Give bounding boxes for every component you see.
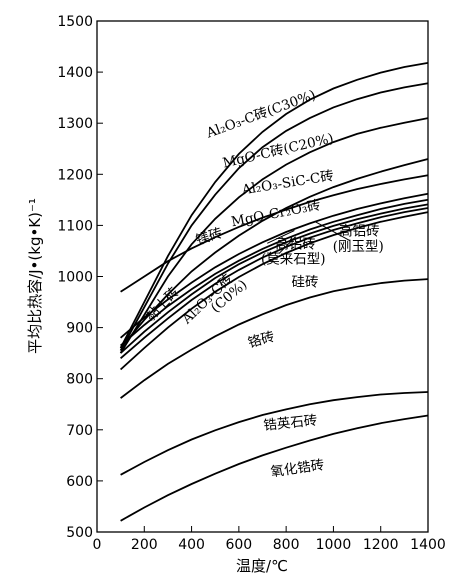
x-tick-label: 1200 [363,537,399,553]
series-line-12 [120,414,429,522]
series-label-7: 高铝砖 [275,235,316,252]
series-label-2: Al₂O₃-SiC-C砖 [240,168,335,198]
y-tick-label: 1000 [57,270,93,286]
series-line-11 [120,391,429,476]
series-line-5 [120,192,429,339]
y-tick-label: 1500 [57,14,93,30]
series-line-6 [120,198,429,347]
series-line-7 [119,203,429,354]
series-label-14: 锆英石砖 [263,411,318,434]
series-line-4 [120,174,429,293]
y-tick-label: 900 [66,321,93,337]
series-label-11: 硅砖 [292,275,319,291]
y-tick-label: 700 [66,423,93,439]
x-axis-title: 温度/℃ [236,557,288,575]
series-line-9 [119,211,429,371]
series-line-0 [119,62,429,349]
series-curves [119,62,429,522]
y-tick-label: 500 [66,525,93,541]
leader-lines [267,220,351,254]
leader-line-2 [267,230,295,244]
series-label-5: 高铝砖 [339,223,380,240]
y-axis-title: 平均比热容/J•(kg•K)⁻¹ [26,198,44,354]
y-tick-label: 1100 [57,218,93,234]
y-tick-label: 800 [66,372,93,388]
series-label-4: 镁砖 [194,225,225,249]
x-tick-label: 400 [178,537,205,553]
x-tick-label: 600 [225,537,252,553]
series-label-3: MgO-Cr₂O₃砖 [230,197,322,230]
series-label-6: (刚玉型) [333,239,384,255]
series-label-15: 氧化锆砖 [270,457,326,480]
x-tick-label: 1000 [316,537,352,553]
series-line-2 [119,117,429,354]
axis-ticks: 0 200 400 600 800 1000 1200 1400 500 600 700 800 900… [57,14,445,553]
y-tick-label: 1200 [57,167,93,183]
y-tick-label: 1300 [57,116,93,132]
y-tick-label: 600 [66,474,93,490]
series-line-10 [120,278,429,399]
y-tick-label: 1400 [57,65,93,81]
x-tick-label: 800 [273,537,300,553]
leader-line-1 [278,236,296,254]
x-tick-label: 200 [131,537,158,553]
series-line-1 [119,82,429,352]
series-label-8: (莫来石型) [261,252,326,268]
series-label-12: 黏土砖 [143,284,183,324]
leader-line-0 [314,220,351,242]
series-label-13: 铬砖 [246,329,276,352]
x-tick-label: 0 [93,537,102,553]
series-line-8 [120,207,429,359]
x-tick-label: 1400 [410,537,446,553]
